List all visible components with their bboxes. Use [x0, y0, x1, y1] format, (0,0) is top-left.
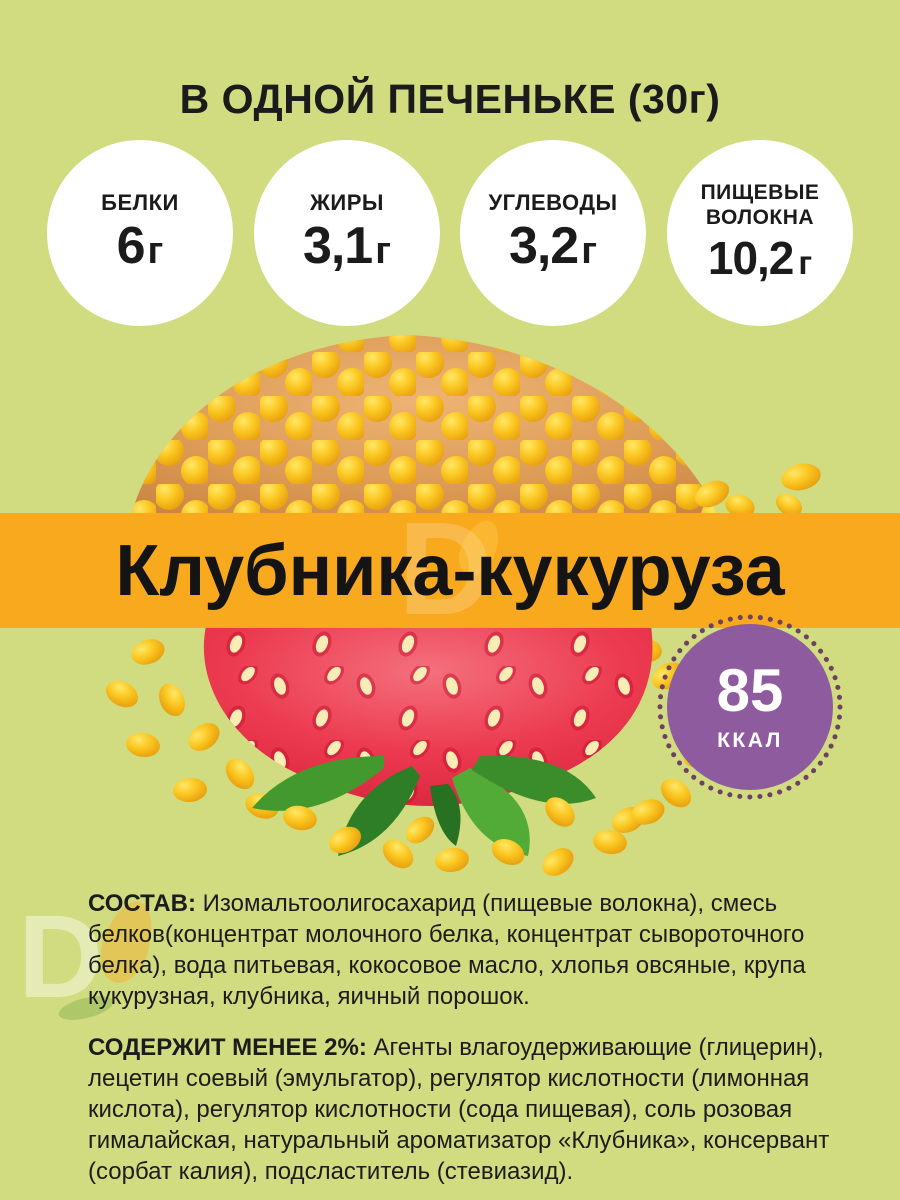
strawberry-photo [203, 626, 653, 806]
kcal-badge-circle [657, 614, 843, 800]
contains-label: СОДЕРЖИТ МЕНЕЕ 2%: [88, 1034, 367, 1061]
kcal-badge-text: 85 ККАЛ [652, 609, 848, 805]
nutrition-circle-protein: БЕЛКИ 6 г [47, 140, 233, 326]
product-name-banner: D Клубника-кукуруза [0, 503, 900, 635]
nutrient-label: ПИЩЕВЫЕ ВОЛОКНА [700, 180, 820, 229]
nutrient-value: 10,2 г [707, 232, 813, 285]
nutrient-value: 3,1 г [302, 217, 392, 276]
nutrition-circle-fat: ЖИРЫ 3,1 г [254, 140, 440, 326]
page-title: В ОДНОЙ ПЕЧЕНЬКЕ (30г) [179, 76, 721, 122]
nutrition-circle-fiber: ПИЩЕВЫЕ ВОЛОКНА 10,2 г [667, 140, 853, 326]
ingredients-section: СОСТАВ: Изомальтоолигосахарид (пищевые в… [88, 888, 840, 1187]
nutrient-value: 6 г [116, 217, 164, 276]
cookie-photo [130, 335, 720, 520]
kcal-unit: ККАЛ [717, 729, 783, 752]
nutrient-label: УГЛЕВОДЫ [488, 189, 618, 215]
strawberry-leaves [252, 755, 596, 856]
corn-kernels-right [694, 463, 821, 518]
composition-text: Изомальтоолигосахарид (пищевые волокна),… [88, 890, 806, 1010]
composition-paragraph: СОСТАВ: Изомальтоолигосахарид (пищевые в… [88, 888, 840, 1012]
watermark-letter: D [398, 495, 494, 642]
nutrition-circle-carbs: УГЛЕВОДЫ 3,2 г [460, 140, 646, 326]
kcal-value: 85 [716, 657, 784, 724]
contains-text: Агенты влагоудерживающие (глицерин), лец… [88, 1034, 830, 1185]
nutrient-value: 3,2 г [508, 217, 598, 276]
product-name: Клубника-кукуруза [115, 530, 785, 611]
nutrient-label: БЕЛКИ [101, 189, 179, 215]
kcal-badge: 85 ККАЛ [652, 609, 848, 805]
nutrient-label: ЖИРЫ [310, 189, 384, 215]
composition-label: СОСТАВ: [88, 890, 196, 917]
corn-kernels-front [283, 797, 665, 876]
contains-paragraph: СОДЕРЖИТ МЕНЕЕ 2%: Агенты влагоудерживаю… [88, 1032, 840, 1187]
